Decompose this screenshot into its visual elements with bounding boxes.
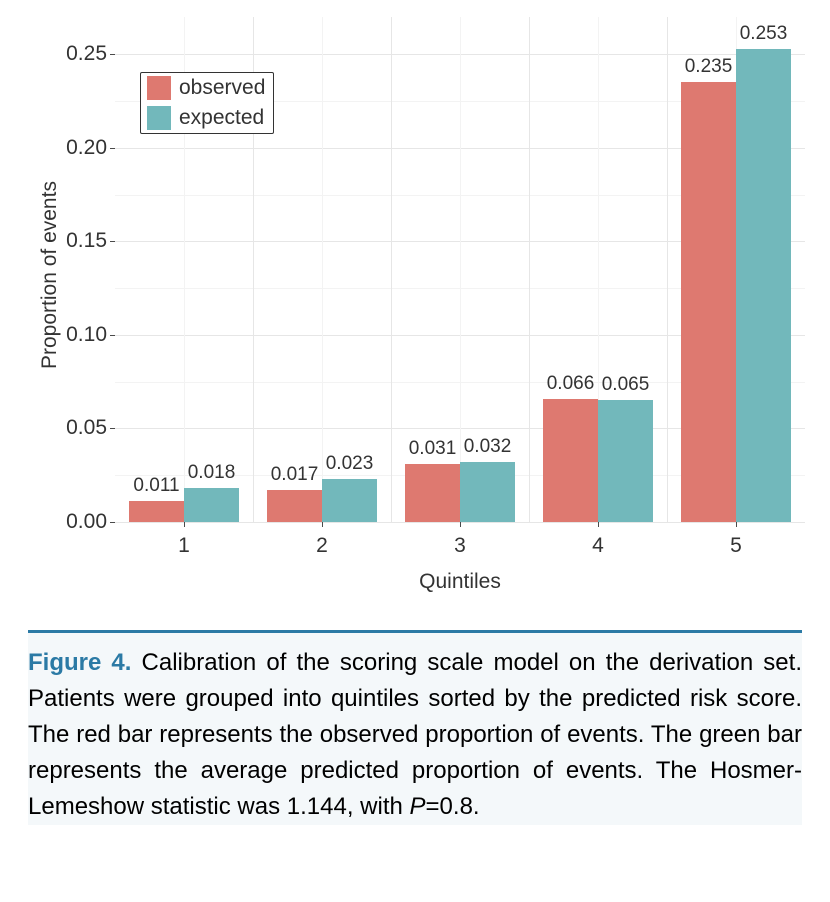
bar-observed [681,82,736,522]
y-tick-label: 0.20 [55,136,107,160]
gridline-v [667,17,668,522]
bar-value-label: 0.253 [734,23,794,45]
figure-container: Proportion of events 0.0110.0180.0170.02… [0,0,830,902]
gridline-v [391,17,392,522]
x-axis-label: Quintiles [115,570,805,594]
bar-value-label: 0.023 [320,453,380,475]
y-tick [110,241,115,242]
y-tick [110,522,115,523]
x-tick-label: 5 [716,534,756,558]
legend-swatch [147,106,171,130]
bar-value-label: 0.235 [679,56,739,78]
gridline-v [529,17,530,522]
y-tick-label: 0.05 [55,416,107,440]
y-tick-label: 0.15 [55,229,107,253]
bar-value-label: 0.032 [458,436,518,458]
bar-observed [405,464,460,522]
figure-caption: Figure 4. Calibration of the scoring sca… [28,630,802,825]
bar-value-label: 0.018 [182,462,242,484]
x-tick [598,522,599,527]
x-tick [460,522,461,527]
p-symbol: P [410,793,426,820]
x-tick [736,522,737,527]
x-tick-label: 2 [302,534,342,558]
legend: observed expected [140,72,274,134]
x-tick-label: 4 [578,534,618,558]
figure-label: Figure 4. [28,649,131,676]
bar-expected [184,488,239,522]
gridline-v-minor [322,17,323,522]
y-tick-label: 0.25 [55,42,107,66]
legend-swatch [147,76,171,100]
x-tick [184,522,185,527]
y-tick-label: 0.10 [55,323,107,347]
bar-expected [598,400,653,522]
bar-observed [543,399,598,522]
y-tick [110,148,115,149]
bar-value-label: 0.031 [403,438,463,460]
bar-expected [736,49,791,522]
x-tick-label: 1 [164,534,204,558]
legend-label: expected [179,106,264,130]
x-tick [322,522,323,527]
y-tick-label: 0.00 [55,510,107,534]
bar-value-label: 0.066 [541,373,601,395]
y-tick [110,54,115,55]
bar-value-label: 0.011 [127,475,187,497]
bar-observed [129,501,184,522]
bar-value-label: 0.017 [265,464,325,486]
bar-expected [460,462,515,522]
chart-area: Proportion of events 0.0110.0180.0170.02… [35,12,805,612]
caption-text-2: =0.8. [426,793,480,820]
bar-observed [267,490,322,522]
y-tick [110,428,115,429]
bar-value-label: 0.065 [596,374,656,396]
legend-item-observed: observed [141,73,273,103]
y-tick [110,335,115,336]
x-tick-label: 3 [440,534,480,558]
bar-expected [322,479,377,522]
legend-label: observed [179,76,265,100]
legend-item-expected: expected [141,103,273,133]
